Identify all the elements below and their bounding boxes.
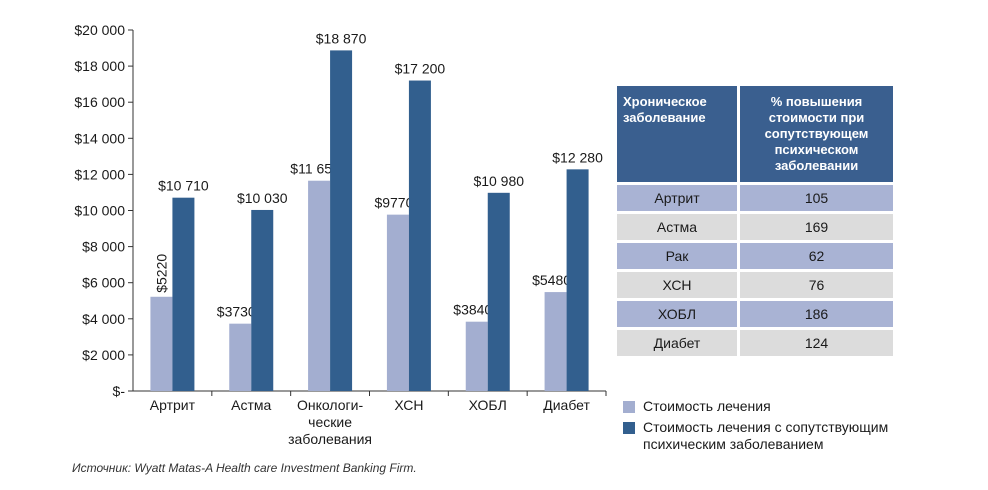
source-note: Источник: Wyatt Matas-A Health care Inve… [72,461,417,475]
y-tick-label: $2 000 [82,347,125,363]
table-row: Артрит 105 [617,182,893,213]
data-label: $10 030 [237,190,288,206]
bar-treatment-cost [308,180,331,391]
table-cell-disease: Астма [617,211,740,242]
y-tick-label: $6 000 [82,275,125,291]
table-cell-increase: 186 [738,298,893,329]
category-label: ХСН [394,397,423,413]
category-label: Артрит [150,397,196,413]
data-label: $3730 [217,304,256,320]
category-label: Астма [231,397,271,413]
data-label: $17 200 [395,61,446,77]
category-label: Диабет [543,397,590,413]
bar-treatment-cost [386,214,409,391]
legend-item-comorbid-cost: Стоимость лечения с сопутствующим психич… [623,419,898,453]
y-tick-label: $16 000 [74,94,125,110]
table-row: Астма 169 [617,211,893,242]
data-label: $5480 [532,272,571,288]
data-label: $11 650 [290,161,340,177]
category-label: заболевания [288,431,372,447]
y-tick-label: $- [113,383,126,399]
table-cell-increase: 105 [738,182,893,213]
bar-comorbid-cost [487,192,510,391]
y-tick-label: $20 000 [74,22,125,38]
table-cell-increase: 169 [738,211,893,242]
y-tick-label: $18 000 [74,58,125,74]
legend-item-treatment-cost: Стоимость лечения [623,398,898,415]
table-header-row: Хроническое заболевание % повышения стои… [617,86,893,184]
data-label: $18 870 [316,30,367,46]
table-cell-disease: Рак [617,240,740,271]
table-cell-increase: 62 [738,240,893,271]
table-cell-increase: 124 [738,327,893,356]
data-label: $5220 [153,254,169,293]
table-row: Рак 62 [617,240,893,271]
legend-label: Стоимость лечения [643,398,771,414]
y-tick-label: $8 000 [82,239,125,255]
table-cell-disease: Диабет [617,327,740,356]
bar-comorbid-cost [566,169,589,391]
table-cell-disease: ХСН [617,269,740,300]
table-cell-disease: ХОБЛ [617,298,740,329]
table-row: ХСН 76 [617,269,893,300]
data-label: $10 710 [158,178,209,194]
legend-swatch-dark [623,422,635,434]
table-header-disease: Хроническое заболевание [617,86,740,184]
bar-chart: $- $2 000 $4 000 $6 000 $8 000 $10 000 $12 000… [74,22,607,447]
bar-comorbid-cost [408,80,431,391]
data-label: $10 980 [473,173,524,189]
y-tick-label: $10 000 [74,203,125,219]
legend-swatch-light [623,401,635,413]
bar-treatment-cost [544,292,567,391]
data-label: $12 280 [552,149,603,165]
cost-increase-table: Хроническое заболевание % повышения стои… [617,86,893,356]
category-label: ХОБЛ [469,397,507,413]
y-tick-label: $4 000 [82,311,125,327]
y-tick-label: $12 000 [74,166,125,182]
category-label: Онкологи- [297,397,363,413]
bar-comorbid-cost [251,209,274,391]
y-tick-label: $14 000 [74,130,125,146]
bar-treatment-cost [150,296,173,391]
table-header-increase: % повышения стоимости при сопутствующем … [738,86,893,184]
data-label: $9770 [374,195,413,211]
bar-comorbid-cost [172,197,195,391]
table-cell-disease: Артрит [617,182,740,213]
bar-treatment-cost [229,323,252,391]
bar-comorbid-cost [330,50,353,392]
data-label: $3840 [453,302,492,318]
bar-treatment-cost [465,321,488,391]
table-row: ХОБЛ 186 [617,298,893,329]
table-row: Диабет 124 [617,327,893,356]
legend-label: Стоимость лечения с сопутствующим психич… [643,419,889,452]
category-label: ческие [308,414,352,430]
chart-legend: Стоимость лечения Стоимость лечения с со… [623,398,898,457]
table-cell-increase: 76 [738,269,893,300]
